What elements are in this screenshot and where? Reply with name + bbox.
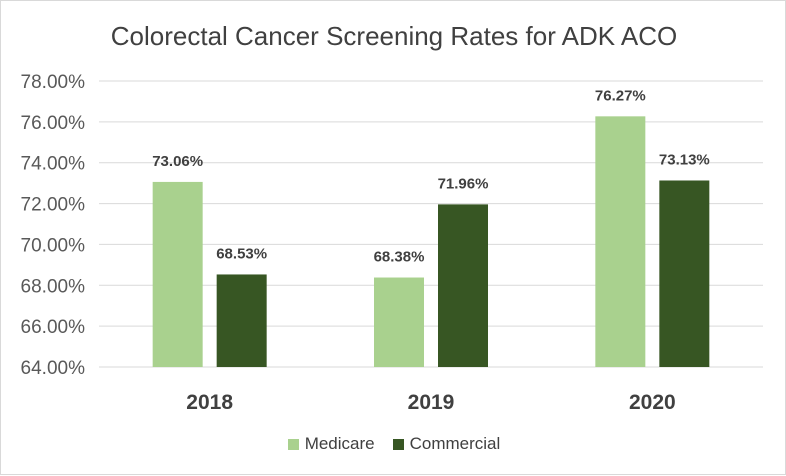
y-tick-label: 70.00% xyxy=(21,235,86,256)
legend-label-medicare: Medicare xyxy=(304,434,375,453)
legend-swatch-commercial xyxy=(392,438,404,450)
legend-item-medicare: Medicare xyxy=(287,434,375,454)
y-tick-label: 66.00% xyxy=(21,317,86,338)
data-label: 76.27% xyxy=(595,87,646,104)
y-tick-label: 74.00% xyxy=(21,154,86,175)
chart-title: Colorectal Cancer Screening Rates for AD… xyxy=(110,21,678,51)
y-tick-label: 64.00% xyxy=(21,358,86,379)
bar-medicare-2019 xyxy=(374,277,424,367)
y-tick-label: 68.00% xyxy=(21,276,86,297)
data-label: 68.53% xyxy=(216,245,267,262)
data-label: 73.06% xyxy=(152,153,203,170)
bar-medicare-2018 xyxy=(152,181,203,367)
data-label: 68.38% xyxy=(374,249,425,266)
x-category-label: 2018 xyxy=(186,391,233,414)
legend-label-commercial: Commercial xyxy=(409,434,501,453)
legend-item-commercial: Commercial xyxy=(392,434,501,454)
y-tick-label: 72.00% xyxy=(21,195,86,216)
y-tick-label: 76.00% xyxy=(21,113,86,134)
y-tick-label: 78.00% xyxy=(21,72,86,93)
data-label: 73.13% xyxy=(659,151,710,168)
legend: Medicare Commercial xyxy=(1,434,786,454)
data-label: 71.96% xyxy=(438,175,489,192)
x-category-label: 2020 xyxy=(629,391,676,414)
x-category-label: 2019 xyxy=(408,391,455,414)
bar-commercial-2020 xyxy=(659,180,710,367)
bar-commercial-2019 xyxy=(438,204,488,367)
bar-commercial-2018 xyxy=(216,274,267,367)
bar-medicare-2020 xyxy=(595,116,646,367)
legend-swatch-medicare xyxy=(287,438,299,450)
